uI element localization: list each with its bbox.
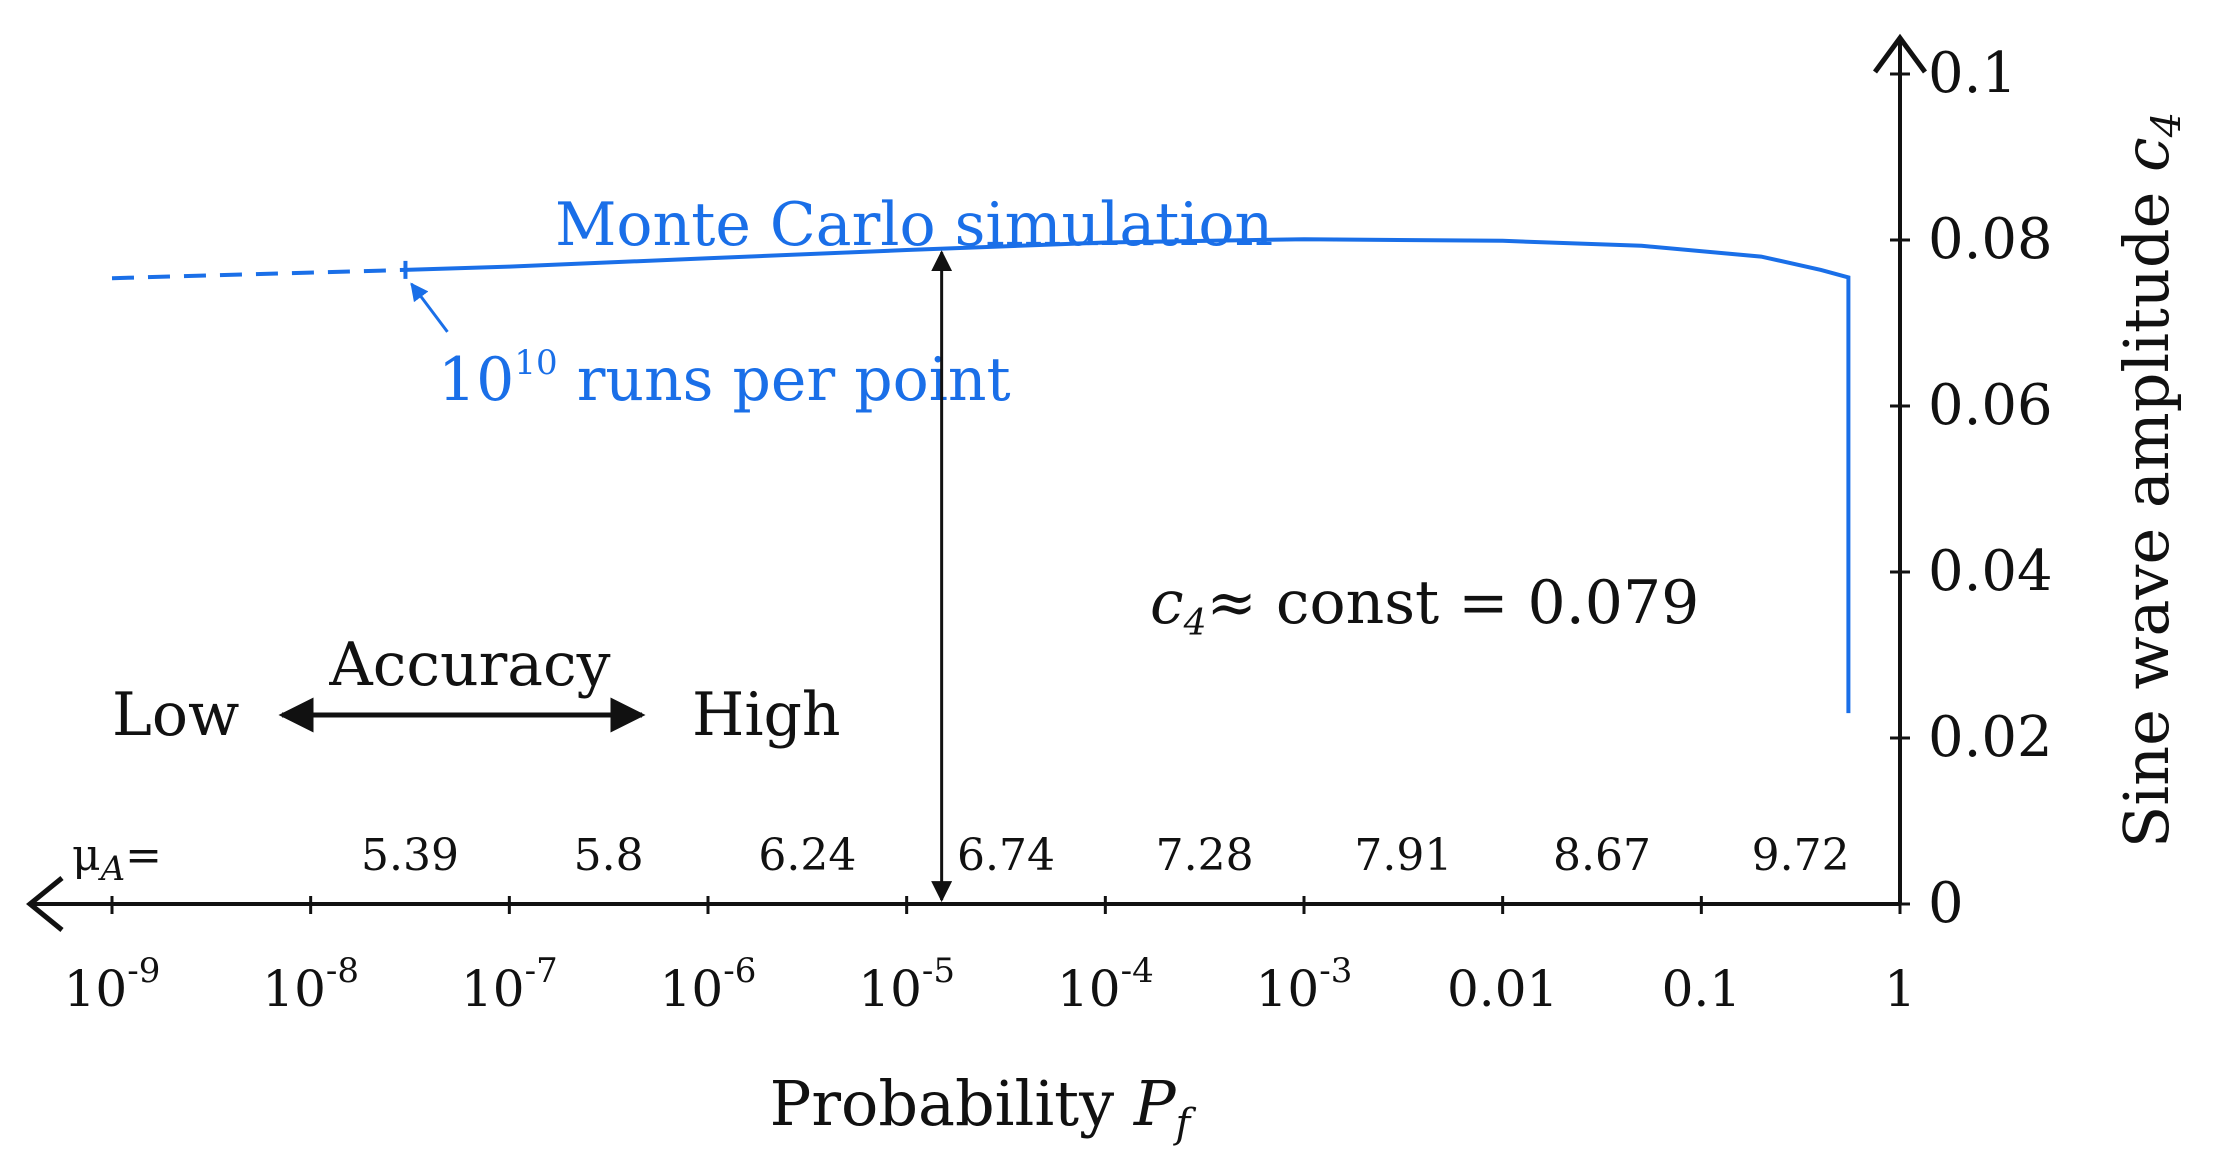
y-axis-arrowhead <box>1872 33 1928 74</box>
mu-row-label: μA= <box>72 830 162 889</box>
y-tick-label: 0 <box>1928 871 1964 936</box>
accuracy-low-label: Low <box>112 680 239 750</box>
mu-value-label: 7.91 <box>1354 830 1452 881</box>
y-axis-title: Sine wave amplitude c4 <box>2110 112 2190 848</box>
mu-value-label: 9.72 <box>1752 830 1850 881</box>
mu-value-label: 6.24 <box>758 830 856 881</box>
x-axis-ticks: 10-9 10-8 10-7 10-6 10-5 10-4 10-3 0.01 0.1 1 <box>64 896 1916 1018</box>
x-tick-label: 10-9 <box>64 951 161 1018</box>
x-tick-label: 10-7 <box>461 951 558 1018</box>
y-tick-label: 0.04 <box>1928 539 2053 604</box>
x-tick-label: 10-5 <box>858 951 955 1018</box>
series-label: Monte Carlo simulation <box>555 190 1273 260</box>
x-tick-label: 10-4 <box>1057 951 1154 1018</box>
accuracy-label: Accuracy <box>328 630 610 700</box>
runs-label: 1010 runs per point <box>438 343 1011 415</box>
const-label: c4≈ const = 0.079 <box>1150 568 1699 644</box>
series-group <box>111 237 1851 714</box>
series-line <box>405 237 1851 714</box>
y-tick-label: 0.02 <box>1928 705 2053 770</box>
mu-value-label: 5.39 <box>361 830 459 881</box>
runs-arrow <box>410 282 449 333</box>
x-axis-arrowhead <box>26 876 64 932</box>
x-tick-label: 10-3 <box>1256 951 1353 1018</box>
x-axis-title: Probability Pf <box>770 1067 1197 1147</box>
x-tick-label: 10-8 <box>262 951 359 1018</box>
mu-row: μA= 5.39 5.8 6.24 6.74 7.28 7.91 8.67 9.72 <box>72 830 1850 889</box>
y-axis-ticks: 0 0.02 0.04 0.06 0.08 0.1 <box>1890 41 2053 936</box>
series-line-dashed <box>111 267 406 281</box>
x-tick-label: 0.01 <box>1447 960 1558 1018</box>
x-tick-label: 0.1 <box>1662 960 1742 1018</box>
mu-value-label: 8.67 <box>1553 830 1651 881</box>
y-tick-label: 0.08 <box>1928 207 2053 272</box>
x-tick-label: 1 <box>1884 960 1916 1018</box>
y-tick-label: 0.1 <box>1928 41 2017 106</box>
accuracy-high-label: High <box>692 680 841 750</box>
y-tick-label: 0.06 <box>1928 373 2053 438</box>
x-tick-label: 10-6 <box>660 951 757 1018</box>
mu-value-label: 5.8 <box>574 830 644 881</box>
mu-value-label: 7.28 <box>1156 830 1254 881</box>
mu-value-label: 6.74 <box>957 830 1055 881</box>
